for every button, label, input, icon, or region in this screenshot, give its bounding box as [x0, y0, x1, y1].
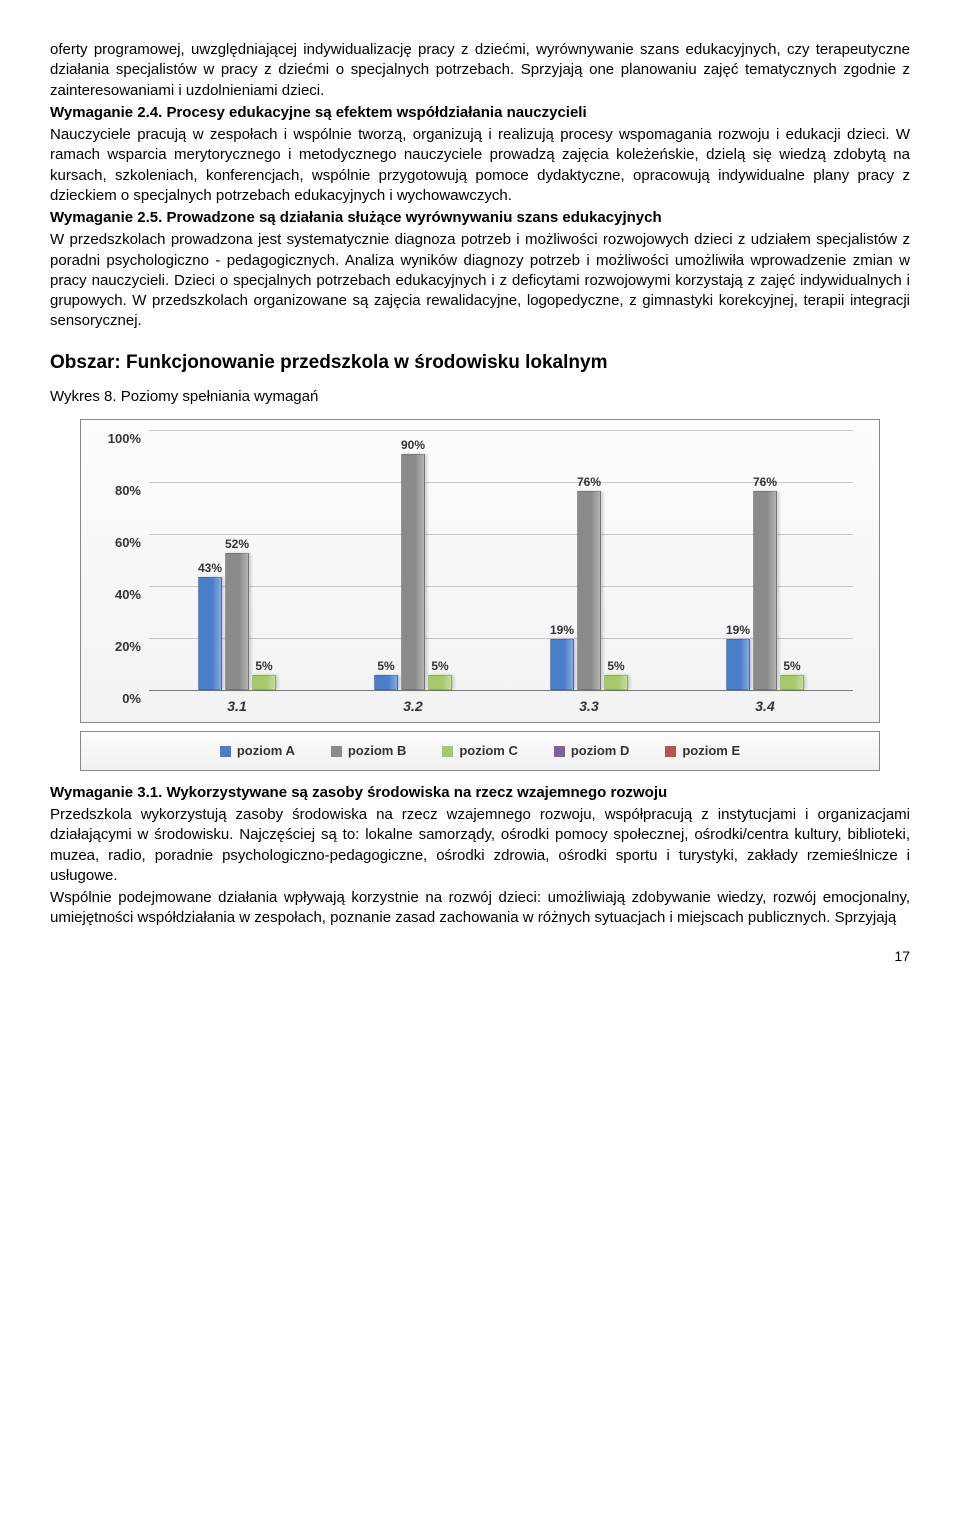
legend-item: poziom B — [331, 742, 407, 760]
bar: 52% — [225, 553, 249, 690]
bar-value-label: 76% — [753, 474, 777, 490]
req-2-4-title: Wymaganie 2.4. Procesy edukacyjne są efe… — [50, 104, 587, 121]
bar: 5% — [252, 675, 276, 690]
legend-swatch — [331, 746, 342, 757]
req-2-5-body: W przedszkolach prowadzona jest systemat… — [50, 230, 910, 331]
req-3-1: Wymaganie 3.1. Wykorzystywane są zasoby … — [50, 783, 910, 803]
y-tick: 60% — [91, 534, 141, 552]
legend-label: poziom A — [237, 742, 295, 760]
legend-swatch — [665, 746, 676, 757]
intro-paragraph: oferty programowej, uwzględniającej indy… — [50, 40, 910, 101]
x-tick: 3.3 — [501, 691, 677, 716]
legend-label: poziom D — [571, 742, 630, 760]
chart-container: 0%20%40%60%80%100%43%52%5%5%90%5%19%76%5… — [80, 419, 880, 770]
bar-value-label: 5% — [607, 658, 624, 674]
req-2-4-body: Nauczyciele pracują w zespołach i wspóln… — [50, 125, 910, 206]
bar: 5% — [374, 675, 398, 690]
bar-group: 5%90%5% — [325, 430, 501, 690]
bar: 5% — [780, 675, 804, 690]
legend-item: poziom D — [554, 742, 630, 760]
req-3-1-title: Wymaganie 3.1. Wykorzystywane są zasoby … — [50, 784, 667, 801]
y-tick: 100% — [91, 430, 141, 448]
bar-value-label: 43% — [198, 560, 222, 576]
x-tick: 3.1 — [149, 691, 325, 716]
bar-value-label: 5% — [377, 658, 394, 674]
legend-swatch — [442, 746, 453, 757]
legend-label: poziom B — [348, 742, 407, 760]
legend-label: poziom E — [682, 742, 740, 760]
legend-item: poziom C — [442, 742, 518, 760]
page-number: 17 — [50, 947, 910, 966]
chart-legend: poziom A poziom B poziom C poziom D poziom E — [80, 731, 880, 771]
bar: 19% — [550, 639, 574, 690]
req-2-5: Wymaganie 2.5. Prowadzone są działania s… — [50, 208, 910, 228]
bar-group: 43%52%5% — [149, 430, 325, 690]
bar-value-label: 52% — [225, 536, 249, 552]
y-tick: 40% — [91, 586, 141, 604]
req-2-5-title: Wymaganie 2.5. Prowadzone są działania s… — [50, 209, 662, 226]
x-tick: 3.4 — [677, 691, 853, 716]
legend-item: poziom A — [220, 742, 295, 760]
legend-item: poziom E — [665, 742, 740, 760]
bar-group: 19%76%5% — [677, 430, 853, 690]
y-tick: 80% — [91, 482, 141, 500]
chart-caption: Wykres 8. Poziomy spełniania wymagań — [50, 387, 910, 407]
req-3-1-body: Przedszkola wykorzystują zasoby środowis… — [50, 805, 910, 886]
bar-value-label: 19% — [726, 622, 750, 638]
bar: 43% — [198, 577, 222, 691]
legend-label: poziom C — [459, 742, 518, 760]
section-heading: Obszar: Funkcjonowanie przedszkola w śro… — [50, 350, 910, 376]
bar-value-label: 5% — [255, 658, 272, 674]
x-tick: 3.2 — [325, 691, 501, 716]
bar: 5% — [604, 675, 628, 690]
bar: 76% — [577, 491, 601, 691]
bar: 19% — [726, 639, 750, 690]
req-3-1-body2: Wspólnie podejmowane działania wpływają … — [50, 888, 910, 929]
bar-value-label: 76% — [577, 474, 601, 490]
bar-value-label: 90% — [401, 437, 425, 453]
bar-value-label: 5% — [783, 658, 800, 674]
y-tick: 0% — [91, 690, 141, 708]
bar-value-label: 5% — [431, 658, 448, 674]
req-2-4: Wymaganie 2.4. Procesy edukacyjne są efe… — [50, 103, 910, 123]
bar: 5% — [428, 675, 452, 690]
bar-chart: 0%20%40%60%80%100%43%52%5%5%90%5%19%76%5… — [80, 419, 880, 723]
legend-swatch — [220, 746, 231, 757]
bar: 90% — [401, 454, 425, 690]
legend-swatch — [554, 746, 565, 757]
bar-group: 19%76%5% — [501, 430, 677, 690]
bar-value-label: 19% — [550, 622, 574, 638]
y-tick: 20% — [91, 638, 141, 656]
bar: 76% — [753, 491, 777, 691]
